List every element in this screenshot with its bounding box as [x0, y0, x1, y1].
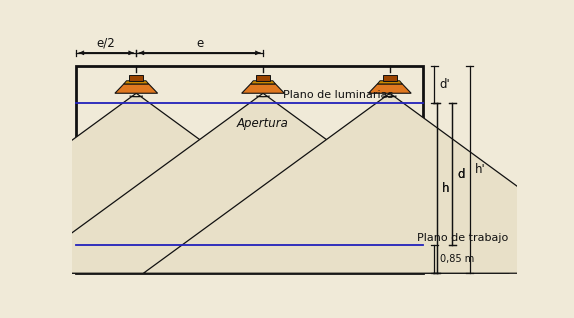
Polygon shape — [377, 81, 402, 84]
Polygon shape — [124, 81, 149, 84]
Polygon shape — [0, 93, 383, 273]
Polygon shape — [242, 84, 284, 93]
Text: e: e — [196, 37, 203, 50]
Polygon shape — [17, 93, 509, 273]
Text: d': d' — [440, 78, 451, 91]
Polygon shape — [369, 84, 411, 93]
Text: d: d — [457, 168, 465, 181]
Text: h: h — [441, 182, 449, 195]
Polygon shape — [144, 93, 574, 273]
Text: e/2: e/2 — [97, 37, 115, 50]
Text: 0,85 m: 0,85 m — [440, 254, 474, 264]
Bar — [76, 66, 423, 273]
Text: h: h — [442, 182, 449, 195]
Bar — [129, 75, 144, 81]
Text: d: d — [457, 168, 465, 181]
Polygon shape — [251, 81, 276, 84]
Text: Plano de trabajo: Plano de trabajo — [417, 233, 508, 243]
Polygon shape — [115, 84, 158, 93]
Text: Apertura: Apertura — [237, 116, 289, 129]
Bar — [76, 245, 423, 273]
Bar — [256, 75, 270, 81]
Text: Plano de luminarias: Plano de luminarias — [283, 90, 393, 100]
Bar — [383, 75, 397, 81]
Text: h': h' — [475, 163, 486, 176]
